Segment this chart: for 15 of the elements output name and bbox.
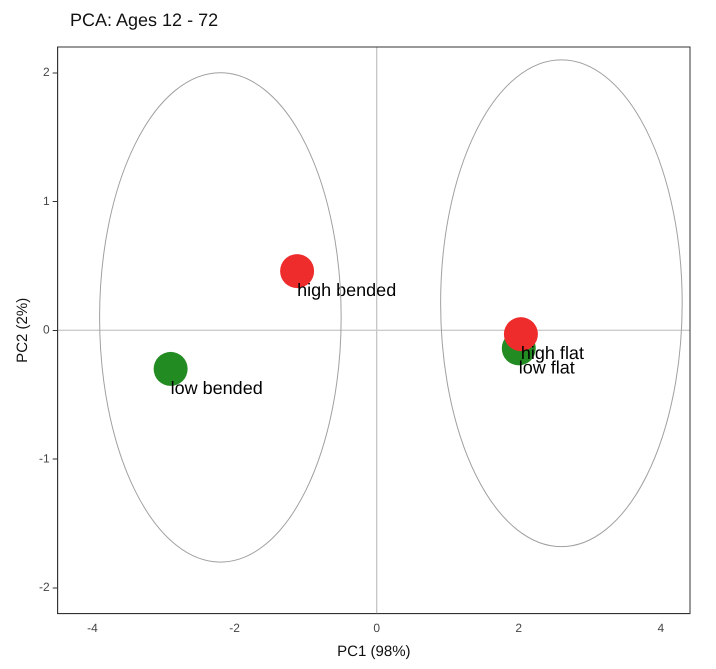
- x-tick-label: 4: [658, 621, 665, 636]
- chart-title: PCA: Ages 12 - 72: [70, 10, 218, 31]
- y-tick-label: 0: [42, 322, 50, 337]
- y-tick-label: -2: [39, 580, 50, 594]
- annotation: low bended: [170, 378, 263, 398]
- y-tick-label: -1: [39, 451, 50, 466]
- y-axis-title: PC2 (2%): [14, 298, 32, 363]
- annotation: high bended: [297, 280, 396, 300]
- x-tick-label: 2: [515, 621, 522, 636]
- x-tick-label: 0: [373, 621, 380, 636]
- x-axis-title: PC1 (98%): [337, 643, 411, 660]
- y-tick-label: 2: [42, 65, 50, 80]
- y-tick-label: 1: [42, 194, 50, 208]
- x-tick-label: -2: [229, 621, 240, 636]
- x-tick-label: -4: [87, 621, 98, 636]
